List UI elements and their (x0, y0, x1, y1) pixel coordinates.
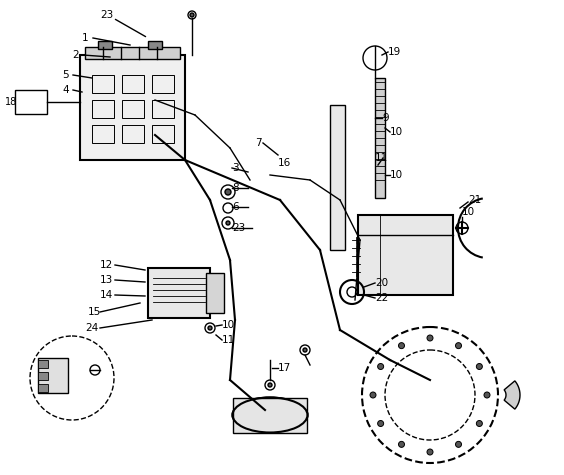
Bar (38, 360, 48, 368)
Text: 10: 10 (390, 170, 403, 180)
Bar (92, 75, 114, 93)
Text: 11: 11 (375, 153, 388, 163)
Circle shape (399, 342, 404, 349)
Bar (92, 125, 114, 143)
Bar (122, 75, 144, 93)
Circle shape (370, 392, 376, 398)
Text: 7: 7 (255, 138, 262, 148)
Circle shape (226, 221, 230, 225)
Text: 8: 8 (232, 183, 239, 193)
Text: 16: 16 (278, 158, 291, 168)
Text: 10: 10 (462, 207, 475, 217)
Text: 10: 10 (222, 320, 235, 330)
Circle shape (378, 420, 384, 427)
Circle shape (456, 342, 461, 349)
Bar (375, 78, 385, 198)
Text: 17: 17 (278, 363, 291, 373)
Text: 5: 5 (62, 70, 69, 80)
Text: 11: 11 (222, 335, 235, 345)
Bar (358, 215, 453, 295)
Bar (152, 75, 174, 93)
Text: 1: 1 (82, 33, 89, 43)
Circle shape (484, 392, 490, 398)
Bar (38, 358, 68, 393)
Circle shape (477, 363, 482, 370)
Bar (38, 384, 48, 392)
Text: 6: 6 (232, 202, 239, 212)
Text: 12: 12 (100, 260, 113, 270)
Circle shape (303, 348, 307, 352)
Text: 4: 4 (62, 85, 69, 95)
Bar (85, 47, 180, 59)
Bar (330, 105, 345, 250)
Bar (122, 125, 144, 143)
Ellipse shape (232, 398, 307, 433)
Bar (38, 372, 48, 380)
Text: 3: 3 (232, 163, 239, 173)
Text: 9: 9 (382, 113, 389, 123)
Bar (152, 100, 174, 118)
Circle shape (427, 335, 433, 341)
Text: 20: 20 (375, 278, 388, 288)
Bar (152, 125, 174, 143)
Text: 23: 23 (100, 10, 113, 20)
Circle shape (268, 383, 272, 387)
Bar (148, 41, 162, 49)
Text: 13: 13 (100, 275, 113, 285)
Bar (122, 100, 144, 118)
Text: 19: 19 (388, 47, 401, 57)
Text: 21: 21 (468, 195, 481, 205)
Circle shape (399, 441, 404, 447)
Bar (233, 398, 307, 433)
Circle shape (208, 326, 212, 330)
Bar (206, 273, 224, 313)
Text: 23: 23 (232, 223, 245, 233)
Circle shape (190, 13, 194, 17)
Circle shape (427, 449, 433, 455)
Text: 10: 10 (390, 127, 403, 137)
Text: 18: 18 (5, 97, 17, 107)
Bar (15, 90, 47, 114)
Text: 14: 14 (100, 290, 113, 300)
Text: 2: 2 (72, 50, 78, 60)
Circle shape (378, 363, 384, 370)
Bar (80, 55, 185, 160)
Bar (98, 41, 112, 49)
Circle shape (225, 189, 231, 195)
Bar (148, 268, 210, 318)
Text: 15: 15 (88, 307, 102, 317)
Text: 24: 24 (85, 323, 98, 333)
Circle shape (456, 441, 461, 447)
Text: 22: 22 (375, 293, 388, 303)
Polygon shape (504, 381, 520, 409)
Circle shape (477, 420, 482, 427)
Bar (92, 100, 114, 118)
